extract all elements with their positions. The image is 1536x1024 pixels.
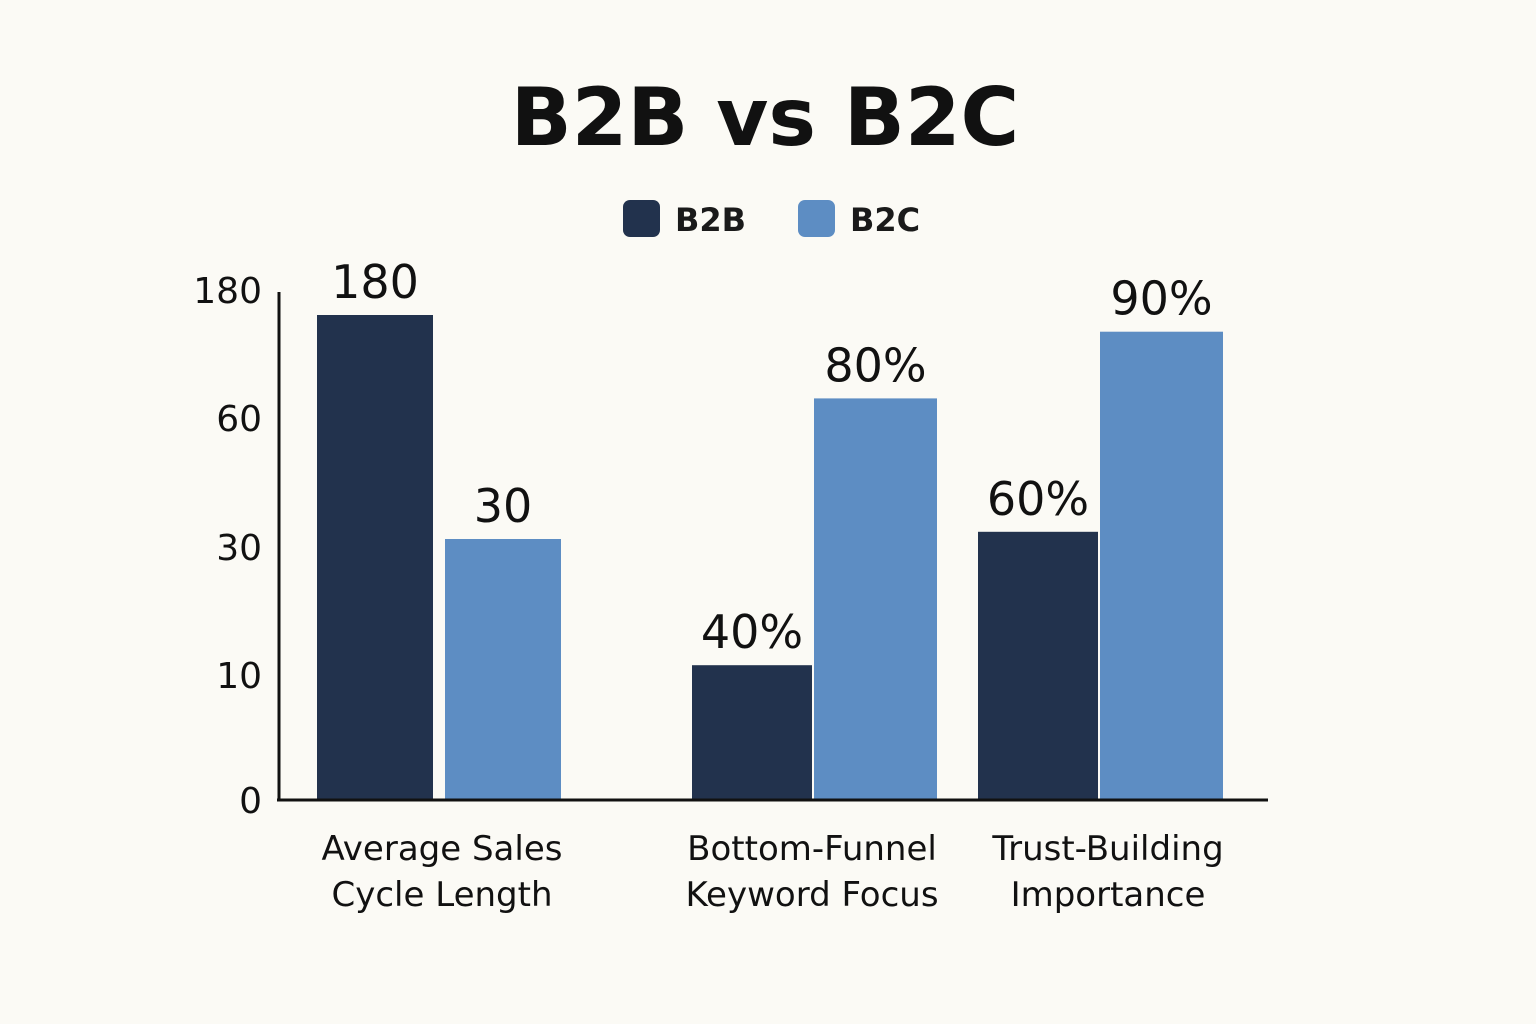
category-label-2-line-0: Trust-Building [991, 829, 1223, 869]
chart-title: B2B vs B2C [511, 71, 1019, 164]
category-label-1-line-1: Keyword Focus [685, 875, 938, 915]
legend-swatch-b2c [798, 200, 835, 237]
data-label-b2c-2: 90% [1110, 272, 1212, 326]
data-label-b2b-2: 60% [987, 472, 1089, 526]
bar-b2b-2 [978, 531, 1098, 800]
category-label-1-line-0: Bottom-Funnel [687, 829, 937, 869]
y-tick-label-10: 10 [216, 656, 262, 697]
data-labels: 180 30 40% 80% 60% 90% [331, 255, 1213, 659]
category-label-2-line-1: Importance [1011, 875, 1206, 915]
bar-b2c-1 [814, 398, 937, 800]
category-labels: Average Sales Cycle Length Bottom-Funnel Ke… [322, 829, 1224, 915]
y-tick-labels: 0 10 30 60 180 [193, 271, 262, 822]
legend: B2B B2C [623, 200, 920, 239]
y-tick-label-180: 180 [193, 271, 262, 312]
y-tick-label-0: 0 [239, 781, 262, 822]
data-label-b2b-1: 40% [701, 605, 803, 659]
data-label-b2c-0: 30 [474, 479, 533, 533]
bar-b2c-0 [445, 539, 561, 800]
legend-label-b2c: B2C [850, 201, 920, 239]
data-label-b2b-0: 180 [331, 255, 419, 309]
category-label-0-line-1: Cycle Length [332, 875, 553, 915]
bar-b2b-0 [317, 315, 433, 800]
bar-b2c-2 [1100, 331, 1223, 800]
legend-swatch-b2b [623, 200, 660, 237]
category-label-0-line-0: Average Sales [322, 829, 563, 869]
y-tick-label-60: 60 [216, 399, 262, 440]
y-tick-label-30: 30 [216, 528, 262, 569]
bar-b2b-1 [692, 665, 812, 800]
bars [317, 315, 1223, 800]
data-label-b2c-1: 80% [824, 338, 926, 392]
legend-label-b2b: B2B [675, 201, 746, 239]
